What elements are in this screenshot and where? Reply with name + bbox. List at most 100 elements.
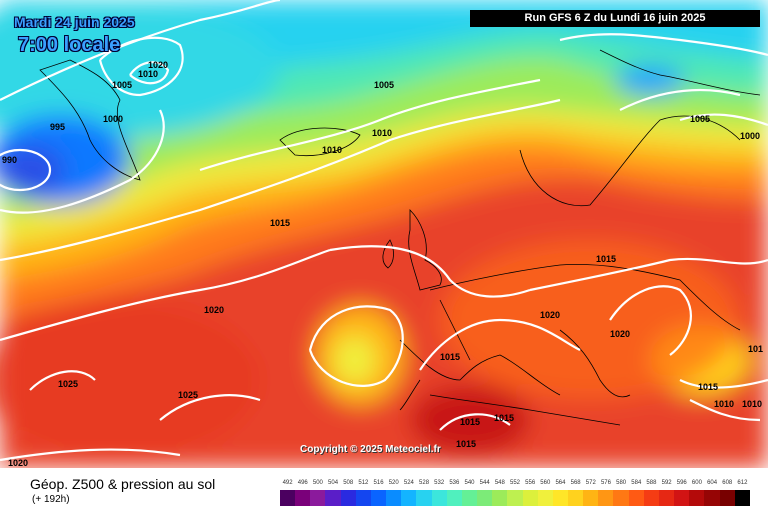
color-scale-label: 516 bbox=[373, 480, 384, 486]
forecast-lead-time: (+ 192h) bbox=[32, 494, 70, 505]
color-scale-label: 612 bbox=[737, 480, 748, 486]
color-scale-swatch bbox=[674, 490, 690, 506]
isobar-label: 1015 bbox=[460, 417, 480, 427]
color-scale-swatch bbox=[719, 490, 735, 506]
isobar-label: 1020 bbox=[610, 329, 630, 339]
color-scale-label: 588 bbox=[646, 480, 657, 486]
color-scale-label: 596 bbox=[676, 480, 687, 486]
color-scale-swatch bbox=[355, 490, 371, 506]
color-scale-label: 556 bbox=[525, 480, 536, 486]
color-scale-label: 496 bbox=[297, 480, 308, 486]
run-info-banner: Run GFS 6 Z du Lundi 16 juin 2025 bbox=[470, 10, 760, 27]
isobars bbox=[0, 0, 768, 460]
isobar-label: 1000 bbox=[740, 131, 760, 141]
isobar-label: 1020 bbox=[8, 458, 28, 468]
color-scale-swatch bbox=[734, 490, 750, 506]
color-scale-label: 552 bbox=[509, 480, 521, 486]
isobar-label: 1010 bbox=[322, 145, 342, 155]
color-scale-label: 576 bbox=[600, 480, 611, 486]
color-scale-swatch bbox=[370, 490, 387, 506]
isobar-label: 1020 bbox=[204, 305, 224, 315]
color-scale-swatch bbox=[537, 490, 553, 506]
color-scale-swatch bbox=[416, 490, 432, 506]
color-scale-labels: 492 496 500 504 508 512 516 520 524 528 532 536 540 5… bbox=[280, 480, 750, 490]
isobar-label: 995 bbox=[50, 122, 65, 132]
copyright-text: Copyright © 2025 Meteociel.fr bbox=[300, 444, 441, 455]
color-scale-swatch bbox=[583, 490, 599, 506]
isobar-label: 1005 bbox=[112, 80, 132, 90]
color-scale-swatch bbox=[477, 490, 493, 506]
color-scale-swatch bbox=[340, 490, 356, 506]
color-scale-swatch bbox=[431, 490, 447, 506]
isobar-label: 1025 bbox=[178, 390, 198, 400]
color-scale-swatch bbox=[461, 490, 478, 506]
isobar-label: 1005 bbox=[690, 114, 710, 124]
isobar-label: 1010 bbox=[714, 399, 734, 409]
weather-map: 1020 1010 1005 995 1000 990 1005 1010 10… bbox=[0, 0, 768, 468]
chart-title: Géop. Z500 & pression au sol bbox=[30, 476, 216, 492]
color-scale-label: 564 bbox=[555, 480, 566, 486]
color-scale-swatch bbox=[689, 490, 705, 506]
forecast-local-time: 7:00 locale bbox=[18, 34, 121, 56]
color-scale-swatch bbox=[310, 490, 326, 506]
color-scale-label: 608 bbox=[722, 480, 733, 486]
color-scale-label: 568 bbox=[570, 480, 581, 486]
color-scale-swatch bbox=[386, 490, 402, 506]
color-scale-label: 540 bbox=[464, 480, 475, 486]
color-scale-swatch bbox=[522, 490, 538, 506]
color-scale-label: 532 bbox=[434, 480, 445, 486]
color-scale-label: 580 bbox=[616, 480, 627, 486]
color-scale-label: 584 bbox=[631, 480, 642, 486]
geopotential-shading bbox=[0, 0, 768, 468]
isobar-label: 1015 bbox=[440, 352, 460, 362]
color-scale-swatch bbox=[552, 490, 568, 506]
coastlines bbox=[39, 49, 761, 426]
color-scale-label: 560 bbox=[540, 480, 551, 486]
color-scale-swatch bbox=[325, 490, 341, 506]
color-scale-label: 508 bbox=[343, 480, 354, 486]
color-scale-label: 544 bbox=[479, 480, 490, 486]
color-scale-label: 512 bbox=[358, 480, 369, 486]
isobar-label: 1010 bbox=[742, 399, 762, 409]
color-scale-label: 572 bbox=[585, 480, 596, 486]
color-scale-swatch bbox=[446, 490, 462, 506]
isobar-label: 1015 bbox=[494, 413, 514, 423]
color-scale-label: 524 bbox=[403, 480, 414, 486]
color-scale-swatch bbox=[613, 490, 629, 506]
isobar-label: 1020 bbox=[540, 310, 560, 320]
isobar-label: 990 bbox=[2, 155, 17, 165]
color-scale-label: 592 bbox=[661, 480, 672, 486]
isobar-label: 1000 bbox=[103, 114, 123, 124]
isobar-label: 1015 bbox=[698, 382, 718, 392]
color-scale-label: 548 bbox=[494, 480, 505, 486]
color-scale-label: 536 bbox=[449, 480, 460, 486]
isobar-label: 1010 bbox=[138, 69, 158, 79]
color-scale-label: 528 bbox=[419, 480, 430, 486]
color-scale-swatch bbox=[280, 490, 296, 506]
isobar-label: 1015 bbox=[270, 218, 290, 228]
isobar-label: 1025 bbox=[58, 379, 78, 389]
color-scale-swatch bbox=[295, 490, 311, 506]
color-scale-label: 604 bbox=[707, 480, 718, 486]
forecast-date: Mardi 24 juin 2025 bbox=[14, 14, 135, 30]
isobar-label: 1015 bbox=[456, 439, 476, 449]
isobar-label: 1010 bbox=[372, 128, 392, 138]
color-scale-label: 500 bbox=[312, 480, 323, 486]
color-scale-swatch bbox=[567, 490, 584, 506]
color-scale-swatch bbox=[401, 490, 417, 506]
color-scale-label: 504 bbox=[328, 480, 339, 486]
color-scale-swatch bbox=[598, 490, 614, 506]
color-scale-swatch bbox=[704, 490, 720, 506]
color-scale-swatch bbox=[628, 490, 644, 506]
color-scale-bar bbox=[280, 490, 750, 506]
color-scale-swatch bbox=[507, 490, 523, 506]
isobar-labels: 1020 1010 1005 995 1000 990 1005 1010 10… bbox=[2, 60, 763, 468]
isobar-label: 1005 bbox=[374, 80, 394, 90]
isobar-label: 1015 bbox=[596, 254, 616, 264]
color-scale-label: 492 bbox=[282, 480, 293, 486]
color-scale-swatch bbox=[643, 490, 659, 506]
isobar-label: 101 bbox=[748, 344, 763, 354]
isobar-label: 1020 bbox=[148, 60, 168, 70]
color-scale-swatch bbox=[658, 490, 675, 506]
